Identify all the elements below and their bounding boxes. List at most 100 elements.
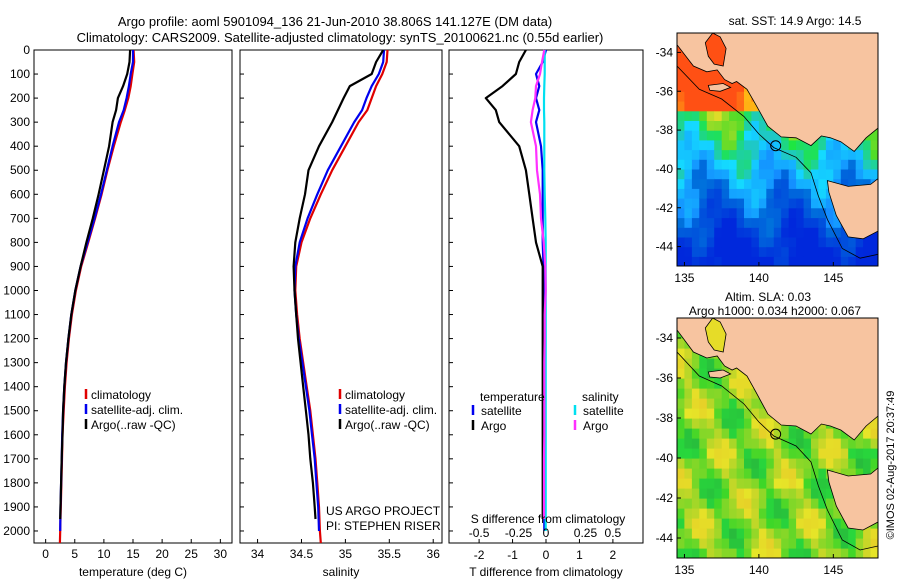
sla-map-cell xyxy=(751,458,760,469)
sla-map-cell xyxy=(870,528,878,539)
sst-map-cell xyxy=(691,130,700,141)
diff-t-tick-label: 2 xyxy=(610,548,617,562)
sst-map-cell xyxy=(855,149,864,160)
sst-map-cell xyxy=(796,207,805,219)
sst-map-cell xyxy=(818,168,827,180)
sla-map-cell xyxy=(677,398,685,409)
sst-map-cell xyxy=(691,198,700,209)
sst-map-cell xyxy=(788,207,797,219)
sst-map-cell xyxy=(773,217,782,228)
sla-map-cell xyxy=(706,518,715,529)
sla-map-cell xyxy=(699,538,708,549)
sla-map-cell xyxy=(863,438,872,449)
sst-map-cell xyxy=(758,256,767,266)
sla-map-content xyxy=(677,318,878,558)
sst-map-cell xyxy=(781,227,790,238)
sst-map-cell xyxy=(744,159,752,170)
sst-map-gulf xyxy=(704,33,727,67)
sst-map-cell xyxy=(721,256,730,266)
sst-map-cell xyxy=(684,256,693,266)
sla-map-cell xyxy=(833,428,842,439)
sst-map-cell xyxy=(744,168,752,180)
sst-map-cell xyxy=(691,207,700,219)
sla-map-cell xyxy=(714,468,723,479)
sla-map-cell xyxy=(684,388,693,399)
sla-map-cell xyxy=(803,548,812,558)
sst-map-cell xyxy=(811,256,819,266)
sla-map-cell xyxy=(691,438,700,449)
diff-t-tick-label: -2 xyxy=(474,548,485,562)
sst-map-cell xyxy=(840,178,849,189)
salinity-profile-line-0 xyxy=(294,49,389,544)
sla-map-cell xyxy=(736,518,745,529)
sla-map-cell xyxy=(818,518,827,529)
sla-map-cell xyxy=(729,408,738,419)
sla-map-cell xyxy=(803,468,812,479)
sla-map-cell xyxy=(796,488,805,499)
sla-map-cell xyxy=(863,468,872,479)
sst-map-cell xyxy=(825,149,834,160)
sst-map-cell xyxy=(706,168,715,180)
sla-map-cell xyxy=(758,438,767,449)
sla-map-cell xyxy=(744,418,752,429)
sst-map-frame xyxy=(676,32,879,267)
sla-map-cell xyxy=(848,548,857,558)
temperature-profile-xtick-label: 15 xyxy=(126,547,140,561)
sla-map-ytick-label: -40 xyxy=(656,451,674,465)
sla-map-cell xyxy=(684,358,693,369)
sst-map-cell xyxy=(699,101,708,112)
sst-map-cell xyxy=(736,198,745,209)
sst-map-cell xyxy=(796,256,805,266)
sst-map-cell xyxy=(677,71,685,83)
sla-map-cell xyxy=(751,548,760,558)
sst-map-cell xyxy=(870,168,878,180)
sst-map-cell xyxy=(721,217,730,228)
sla-map-cell xyxy=(766,528,775,539)
sla-map-cell xyxy=(691,458,700,469)
sst-map-title: sat. SST: 14.9 Argo: 14.5 xyxy=(729,14,862,28)
sla-map-cell xyxy=(751,518,760,529)
sst-map-cell xyxy=(729,120,738,131)
sst-map-cell xyxy=(706,217,715,228)
sst-map-cell xyxy=(691,236,700,248)
sla-map-cell xyxy=(855,548,864,558)
sst-map-cell xyxy=(721,139,730,151)
sla-map-cell xyxy=(706,478,715,489)
sst-map-cell xyxy=(781,168,790,180)
sst-map-cell xyxy=(691,227,700,238)
sla-map-cell xyxy=(677,338,685,349)
sst-map-cell xyxy=(691,188,700,199)
sst-map-cell xyxy=(751,159,760,170)
sst-map-cell xyxy=(773,188,782,199)
sla-map-cell xyxy=(751,468,760,479)
sla-map-island xyxy=(707,369,732,379)
sst-map-cell xyxy=(706,139,715,151)
sst-map-cell xyxy=(729,101,738,112)
sst-map-cell xyxy=(684,71,693,83)
sst-map-cell xyxy=(699,178,708,189)
sst-map-cell xyxy=(744,178,752,189)
sst-map-cell xyxy=(751,139,760,151)
sla-map-cell xyxy=(758,498,767,509)
sla-map-xtick-label: 140 xyxy=(749,563,769,577)
sla-map-cell xyxy=(699,438,708,449)
difference-profile-panel: T difference from climatology -2 -1 0 1 2 -0.5… xyxy=(448,49,644,579)
difference-profile-line-3 xyxy=(529,49,547,519)
sst-map-cell xyxy=(773,236,782,248)
sst-map-cell xyxy=(833,159,842,170)
sst-map-cell xyxy=(714,130,723,141)
sla-map-cell xyxy=(729,368,738,379)
sst-map-cell xyxy=(677,52,685,63)
sla-map-cell xyxy=(863,538,872,549)
sla-map-cell xyxy=(766,478,775,489)
sst-map-cell xyxy=(706,71,715,83)
sst-map-cell xyxy=(691,110,700,121)
sla-map-cell xyxy=(721,428,730,439)
sst-map-cell xyxy=(833,236,842,248)
sla-map-cell xyxy=(706,528,715,539)
sla-map-cell xyxy=(706,458,715,469)
sla-map-cell xyxy=(721,498,730,509)
sst-map-cell xyxy=(863,168,872,180)
sst-map-cell xyxy=(840,168,849,180)
sla-map-cell xyxy=(848,538,857,549)
